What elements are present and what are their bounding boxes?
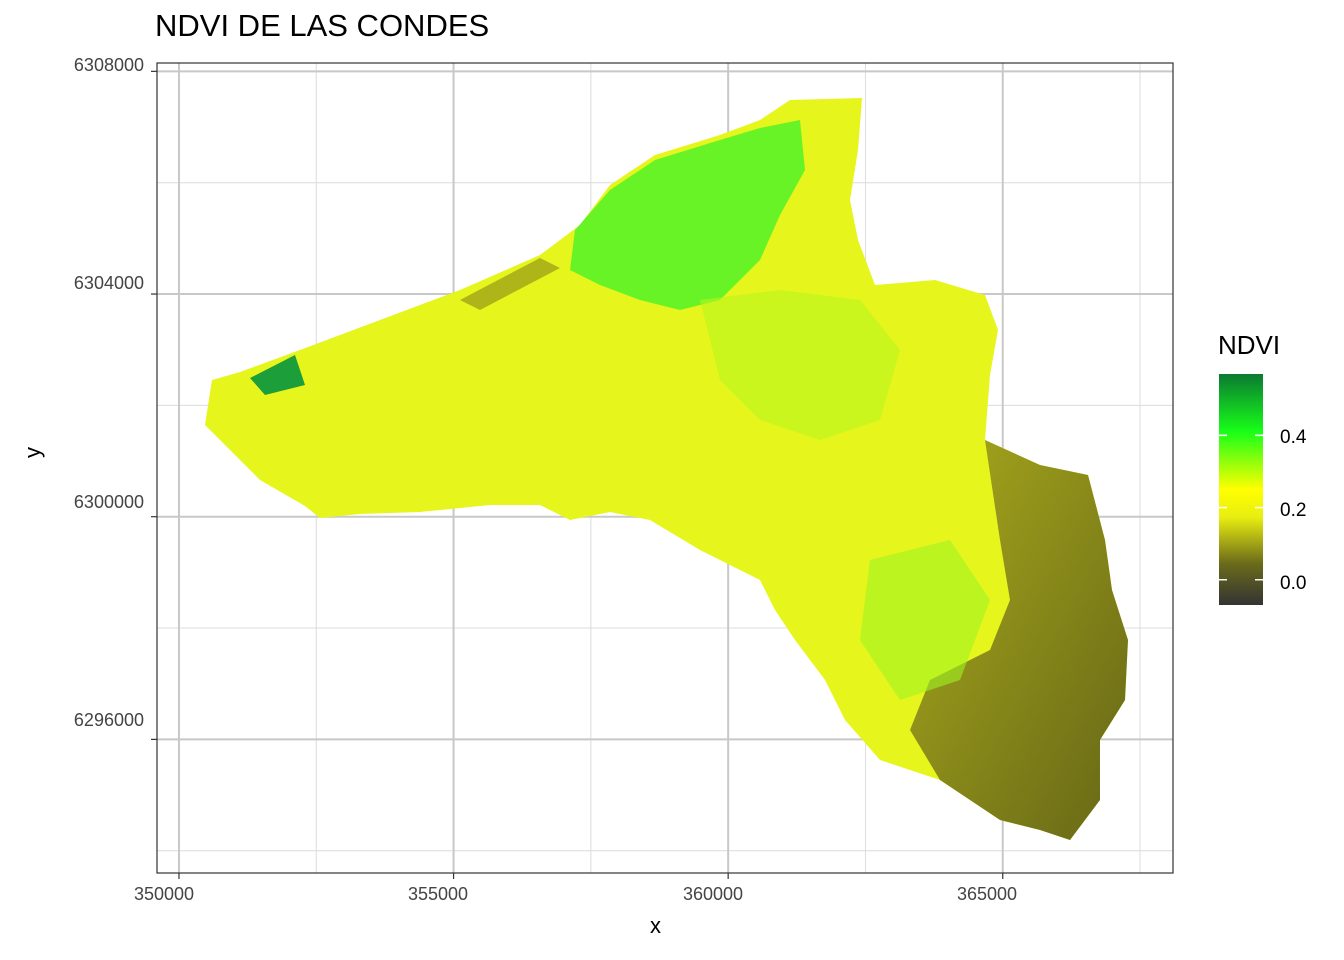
y-tick-label: 6296000 (73, 710, 144, 730)
legend-label: 0.4 (1280, 427, 1307, 448)
legend-title: NDVI (1218, 330, 1281, 360)
panel-border (156, 62, 1174, 874)
y-axis-title: y (20, 447, 45, 458)
y-tick-label: 6300000 (73, 492, 144, 512)
x-tick-label: 360000 (683, 884, 744, 904)
southeast-low-ndvi-zone (910, 440, 1128, 840)
northwest-dark-strip (460, 258, 560, 310)
y-tick-label: 6304000 (73, 273, 144, 293)
legend-colorbar (1219, 374, 1263, 605)
x-tick-label: 365000 (957, 884, 1018, 904)
y-tick-label: 6308000 (73, 55, 144, 75)
x-tick-label: 355000 (408, 884, 469, 904)
center-green-patches (700, 290, 900, 440)
x-tick-label: 350000 (134, 884, 195, 904)
legend-label: 0.2 (1280, 500, 1307, 521)
south-center-green-patches (860, 540, 990, 700)
legend-label: 0.0 (1280, 573, 1307, 594)
north-high-ndvi-zone (570, 120, 805, 310)
west-green-patch (250, 355, 305, 395)
ndvi-raster (205, 98, 1128, 840)
x-axis-title: x (650, 913, 661, 938)
chart-title: NDVI DE LAS CONDES (155, 8, 490, 43)
legend-ticks (1219, 434, 1263, 581)
axis-tick-marks (151, 70, 1004, 879)
